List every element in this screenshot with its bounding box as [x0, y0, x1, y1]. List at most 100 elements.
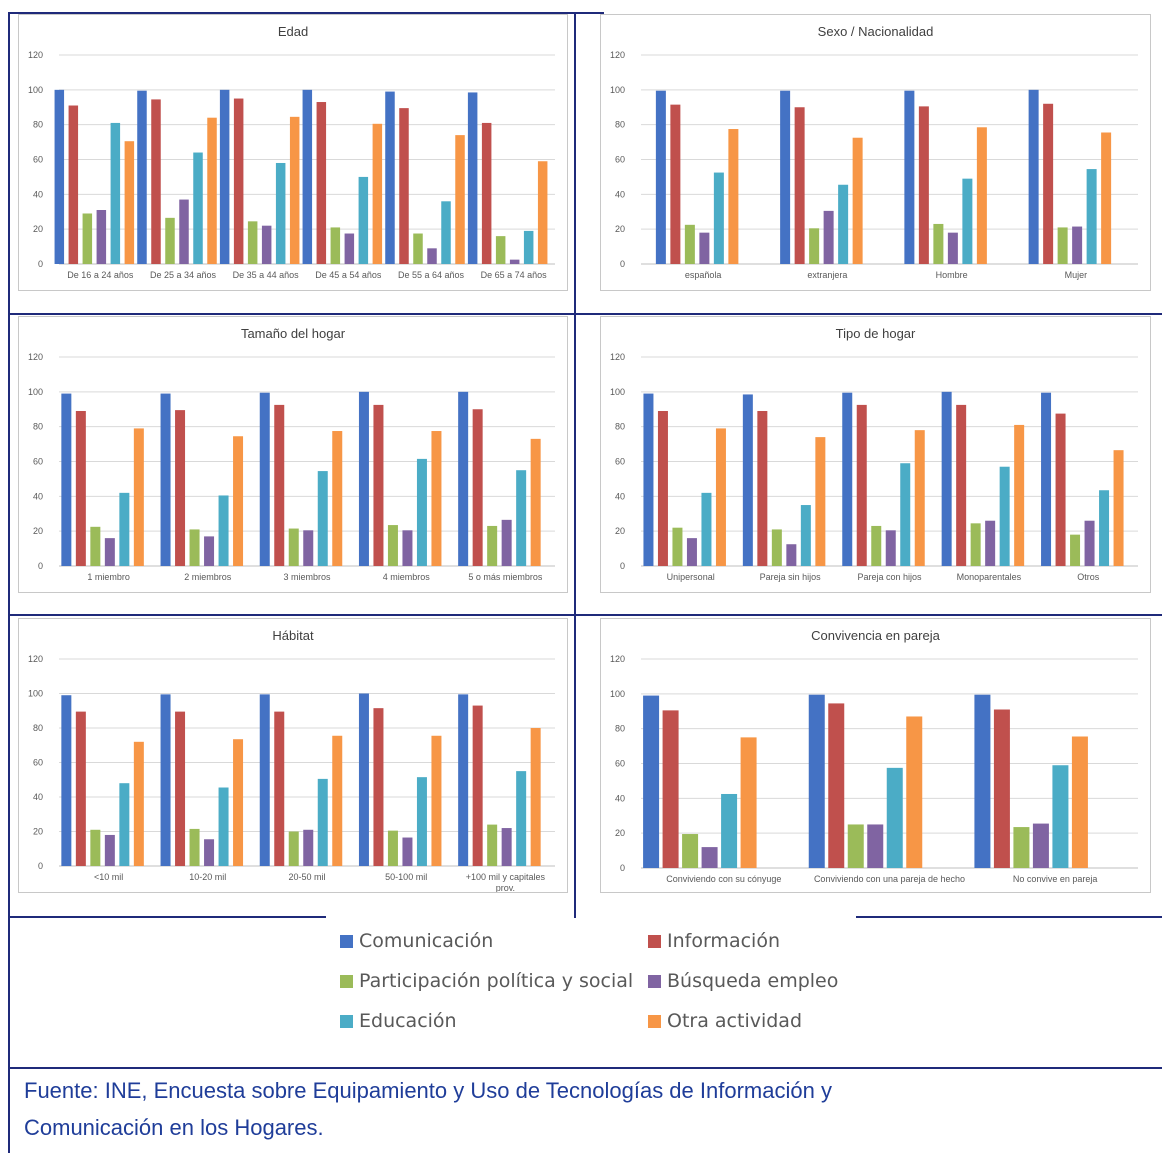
bar-comunicacion-100-mil-y-capitales-prov: [458, 694, 469, 866]
bar-busqueda-empleo-conviviendo-con-una-pareja-de-hecho: [867, 824, 884, 868]
bar-participacion-politica-y-social-mujer: [1057, 227, 1068, 264]
chart-panel-tipo-hogar: Tipo de hogar 0 20 40 60 80 100 120 Unipersonal P…: [600, 316, 1151, 593]
bar-educacion-20-50-mil: [317, 778, 328, 866]
bar-otra-actividad-de-55-a-64-anos: [455, 135, 465, 264]
bar-busqueda-empleo-100-mil-y-capitales-prov: [501, 828, 512, 866]
y-tick-label: 100: [28, 387, 43, 397]
legend-label: Otra actividad: [667, 1010, 803, 1032]
bar-busqueda-empleo-extranjera: [823, 210, 834, 264]
source-line-1: Fuente: INE, Encuesta sobre Equipamiento…: [24, 1078, 832, 1103]
bar-otra-actividad-pareja-sin-hijos: [815, 437, 826, 566]
chart-panel-tamano-hogar: Tamaño del hogar 0 20 40 60 80 100 120 1 miembro…: [18, 316, 568, 593]
bar-informacion-10-20-mil: [175, 711, 186, 866]
bar-participacion-politica-y-social-de-25-a-34-anos: [165, 217, 175, 264]
bar-busqueda-empleo-de-45-a-54-anos: [344, 233, 355, 264]
bar-busqueda-empleo-de-25-a-34-anos: [179, 199, 189, 264]
frame-legend-top-left: [8, 916, 326, 918]
bar-busqueda-empleo-pareja-con-hijos: [885, 530, 896, 566]
y-tick-label: 100: [28, 85, 43, 95]
bar-otra-actividad-conviviendo-con-su-conyuge: [740, 737, 757, 868]
bar-informacion-de-45-a-54-anos: [316, 102, 327, 265]
bar-busqueda-empleo-de-16-a-24-anos: [96, 210, 107, 264]
bar-comunicacion-de-65-a-74-anos: [467, 92, 478, 264]
y-tick-label: 80: [33, 723, 43, 733]
bar-otra-actividad-hombre: [976, 127, 987, 264]
legend-item-busqueda-empleo: Búsqueda empleo: [648, 970, 838, 992]
bar-otra-actividad-100-mil-y-capitales-prov: [530, 728, 541, 866]
y-tick-label: 20: [615, 224, 625, 234]
x-tick-label: Pareja con hijos: [857, 572, 922, 582]
bar-participacion-politica-y-social-otros: [1070, 534, 1081, 566]
bar-comunicacion-pareja-con-hijos: [842, 392, 853, 566]
bar-busqueda-empleo-1-miembro: [104, 538, 115, 566]
bar-comunicacion-1-miembro: [61, 393, 72, 566]
bar-otra-actividad-de-45-a-54-anos: [372, 123, 383, 264]
x-tick-label: De 55 a 64 años: [398, 270, 465, 280]
bar-busqueda-empleo-50-100-mil: [402, 837, 413, 866]
bar-educacion-pareja-sin-hijos: [800, 505, 811, 566]
bar-comunicacion-de-16-a-24-anos: [54, 89, 65, 264]
legend-swatch: [340, 1014, 353, 1028]
bar-educacion-de-65-a-74-anos: [523, 230, 534, 264]
bar-chart: Hábitat 0 20 40 60 80 100 120 <10 mil 10-20 mil 20…: [28, 628, 555, 892]
bar-educacion-de-25-a-34-anos: [193, 152, 203, 264]
bar-informacion-10-mil: [75, 711, 86, 866]
bar-busqueda-empleo-espanola: [699, 232, 710, 264]
x-tick-label: española: [685, 270, 722, 280]
legend-label: Educación: [359, 1010, 457, 1032]
bar-informacion-de-25-a-34-anos: [151, 99, 161, 264]
bar-participacion-politica-y-social-no-convive-en-pareja: [1013, 827, 1030, 868]
y-tick-label: 0: [38, 861, 43, 871]
bar-informacion-espanola: [670, 104, 681, 264]
bar-busqueda-empleo-otros: [1084, 520, 1095, 566]
bar-informacion-otros: [1055, 413, 1066, 566]
bar-busqueda-empleo-mujer: [1072, 226, 1083, 264]
legend-label: Información: [667, 930, 780, 952]
x-tick-label: Pareja sin hijos: [760, 572, 822, 582]
bar-educacion-pareja-con-hijos: [900, 463, 911, 566]
y-tick-label: 0: [620, 863, 625, 873]
frame-row2-divider: [8, 614, 1162, 616]
bar-informacion-unipersonal: [657, 410, 668, 566]
bar-educacion-10-mil: [119, 783, 130, 866]
chart-panel-convivencia: Convivencia en pareja 0 20 40 60 80 100 120 Conv…: [600, 618, 1151, 893]
x-tick-label: Monoparentales: [957, 572, 1022, 582]
bar-otra-actividad-3-miembros: [332, 431, 343, 566]
y-tick-label: 0: [38, 259, 43, 269]
bar-participacion-politica-y-social-de-55-a-64-anos: [413, 233, 423, 264]
x-tick-label: Otros: [1077, 572, 1100, 582]
bar-informacion-extranjera: [794, 107, 805, 264]
bar-informacion-pareja-sin-hijos: [757, 410, 768, 566]
bar-comunicacion-otros: [1041, 392, 1052, 566]
bar-informacion-2-miembros: [175, 410, 186, 566]
y-tick-label: 60: [33, 758, 43, 768]
x-tick-label: 5 o más miembros: [468, 572, 543, 582]
bar-participacion-politica-y-social-monoparentales: [970, 523, 981, 566]
bar-participacion-politica-y-social-5-o-mas-miembros: [487, 525, 498, 566]
bar-comunicacion-10-mil: [61, 695, 72, 866]
bar-participacion-politica-y-social-50-100-mil: [387, 830, 398, 866]
bar-informacion-de-35-a-44-anos: [233, 98, 244, 265]
bar-comunicacion-20-50-mil: [259, 694, 270, 866]
x-tick-label: +100 mil y capitales prov.: [466, 872, 546, 892]
bar-educacion-espanola: [713, 172, 724, 264]
bar-participacion-politica-y-social-pareja-con-hijos: [871, 525, 882, 566]
y-tick-label: 120: [28, 352, 43, 362]
bar-participacion-politica-y-social-conviviendo-con-una-pareja-de-hecho: [847, 824, 864, 868]
legend-item-participacion: Participación política y social: [340, 970, 633, 992]
bar-otra-actividad-1-miembro: [133, 428, 144, 566]
bar-chart: Sexo / Nacionalidad 0 20 40 60 80 100 120 españo…: [610, 24, 1138, 280]
y-tick-label: 40: [33, 189, 43, 199]
y-tick-label: 120: [610, 352, 625, 362]
y-tick-label: 0: [620, 561, 625, 571]
bar-educacion-no-convive-en-pareja: [1052, 765, 1069, 868]
legend-item-informacion: Información: [648, 930, 780, 952]
bar-informacion-hombre: [918, 106, 929, 264]
x-tick-label-line: prov.: [496, 883, 515, 892]
bar-busqueda-empleo-no-convive-en-pareja: [1032, 823, 1049, 868]
bar-otra-actividad-extranjera: [852, 137, 863, 264]
bar-informacion-monoparentales: [956, 404, 967, 566]
bar-educacion-2-miembros: [218, 495, 229, 566]
bar-educacion-3-miembros: [317, 471, 328, 566]
